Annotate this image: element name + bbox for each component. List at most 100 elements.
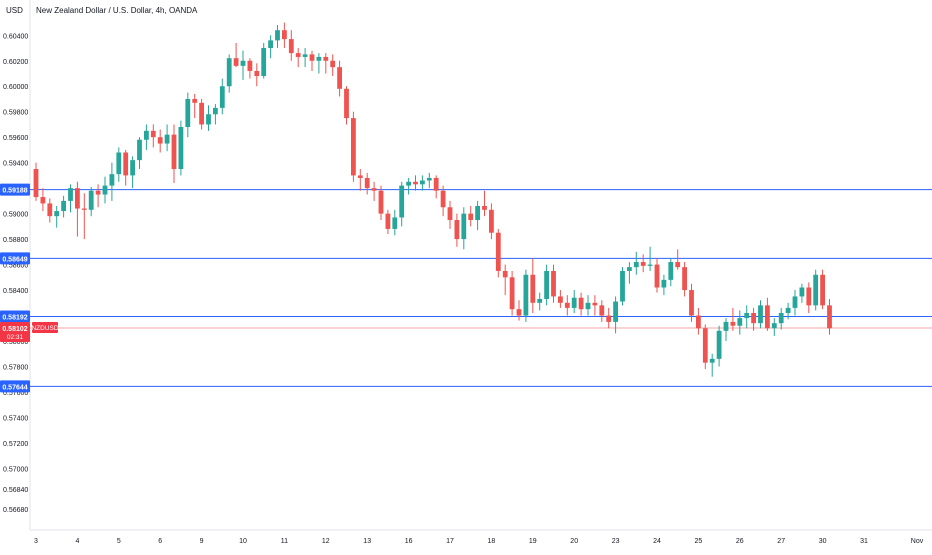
- candle: [771, 318, 777, 336]
- candle: [564, 295, 570, 316]
- level-badge-label: 0.59188: [2, 188, 27, 195]
- symbol-tag: NZDUSD: [31, 322, 59, 334]
- candle-body: [702, 328, 708, 363]
- candle: [226, 54, 232, 93]
- candle: [171, 124, 177, 184]
- candle-body: [426, 177, 432, 181]
- level-price-badge: 0.58192: [0, 310, 30, 323]
- y-tick-label: 0.59800: [3, 110, 28, 117]
- candle: [192, 93, 198, 119]
- candle-body: [820, 274, 825, 306]
- candle-body: [102, 185, 108, 195]
- candle-body: [192, 98, 198, 103]
- candle-body: [371, 188, 377, 191]
- candle: [302, 48, 308, 68]
- candle-body: [240, 60, 246, 66]
- x-tick-label: Nov: [911, 538, 924, 545]
- candle: [116, 147, 122, 182]
- candle-body: [558, 296, 563, 303]
- candle-body: [150, 130, 156, 138]
- candle-body: [771, 323, 777, 329]
- y-tick-label: 0.57000: [3, 466, 28, 473]
- candle: [240, 50, 246, 80]
- y-tick-label: 0.59000: [3, 212, 28, 219]
- candle-body: [530, 274, 536, 303]
- candle: [288, 30, 294, 61]
- candle-body: [730, 321, 736, 326]
- candle-body: [509, 277, 515, 310]
- candle-body: [447, 207, 453, 220]
- candle: [461, 207, 467, 250]
- level-price-badge: 0.58649: [0, 252, 30, 265]
- candle-body: [247, 60, 253, 71]
- candle: [654, 258, 660, 293]
- candle: [68, 184, 73, 213]
- candle-body: [640, 262, 646, 266]
- candle-body: [33, 169, 39, 198]
- candle: [806, 282, 812, 313]
- candle-body: [344, 88, 349, 119]
- candle-body: [254, 70, 260, 77]
- candle-body: [489, 209, 494, 233]
- candle: [578, 292, 584, 316]
- candle-body: [357, 175, 363, 178]
- candle: [178, 120, 184, 176]
- candle-body: [88, 190, 94, 210]
- candle: [751, 307, 756, 331]
- candle: [254, 63, 260, 87]
- time-axis[interactable]: 3 4 5 6 9 10 11 12 13 16 17 18 19 20 23 24 25 26 27 30 31 Nov: [34, 538, 924, 545]
- x-tick-label: 24: [653, 538, 661, 545]
- level-badge-label: 0.57644: [2, 384, 27, 391]
- x-tick-label: 5: [117, 538, 121, 545]
- y-tick-label: 0.60200: [3, 59, 28, 66]
- candle-body: [213, 107, 218, 115]
- candle: [330, 54, 336, 77]
- candle: [75, 181, 80, 237]
- candle: [95, 184, 101, 208]
- candle: [206, 105, 211, 131]
- candle: [620, 267, 625, 306]
- candle-body: [288, 39, 294, 54]
- candle: [571, 290, 577, 313]
- x-tick-label: 12: [322, 538, 330, 545]
- candle-body: [806, 287, 812, 306]
- candle-body: [81, 208, 87, 210]
- x-tick-label: 20: [570, 538, 578, 545]
- y-tick-label: 0.57600: [3, 390, 28, 397]
- candle: [502, 264, 508, 296]
- candle: [47, 198, 53, 223]
- candle: [102, 176, 108, 204]
- candle: [765, 297, 770, 331]
- candle: [413, 175, 418, 191]
- candle-body: [765, 305, 770, 329]
- y-tick-label: 0.56840: [3, 487, 28, 494]
- candle: [364, 172, 370, 195]
- candle-body: [406, 181, 411, 186]
- candle: [454, 213, 460, 247]
- candle: [378, 185, 384, 220]
- candle-body: [364, 177, 370, 189]
- candle: [323, 53, 329, 74]
- candle: [744, 305, 750, 329]
- candle: [219, 78, 225, 115]
- candle: [696, 307, 701, 335]
- price-badges: 0.59188 0.58649 0.58192 0.57644 0.5810202:31…: [0, 183, 59, 393]
- candle: [613, 296, 618, 334]
- candle-body: [392, 217, 398, 229]
- symbol-title[interactable]: New Zealand Dollar / U.S. Dollar, 4h, OA…: [36, 6, 198, 15]
- candle-body: [144, 130, 149, 140]
- candle: [282, 22, 287, 49]
- candle: [420, 175, 425, 191]
- candle-body: [744, 312, 750, 319]
- candle-body: [47, 203, 53, 217]
- x-tick-label: 23: [612, 538, 620, 545]
- candle-body: [137, 139, 142, 161]
- candle-body: [440, 190, 446, 208]
- candle: [509, 270, 515, 316]
- candle-body: [827, 305, 832, 329]
- candle-body: [482, 205, 487, 210]
- level-price-badge: 0.57644: [0, 380, 30, 393]
